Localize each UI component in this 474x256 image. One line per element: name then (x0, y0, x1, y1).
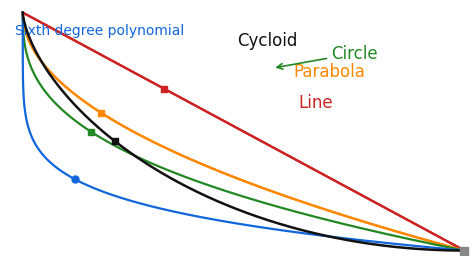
Text: Circle: Circle (331, 45, 378, 63)
Text: Line: Line (299, 93, 333, 112)
Text: Sixth degree polynomial: Sixth degree polynomial (15, 24, 184, 38)
Text: Parabola: Parabola (294, 63, 365, 81)
Text: Cycloid: Cycloid (237, 33, 297, 50)
